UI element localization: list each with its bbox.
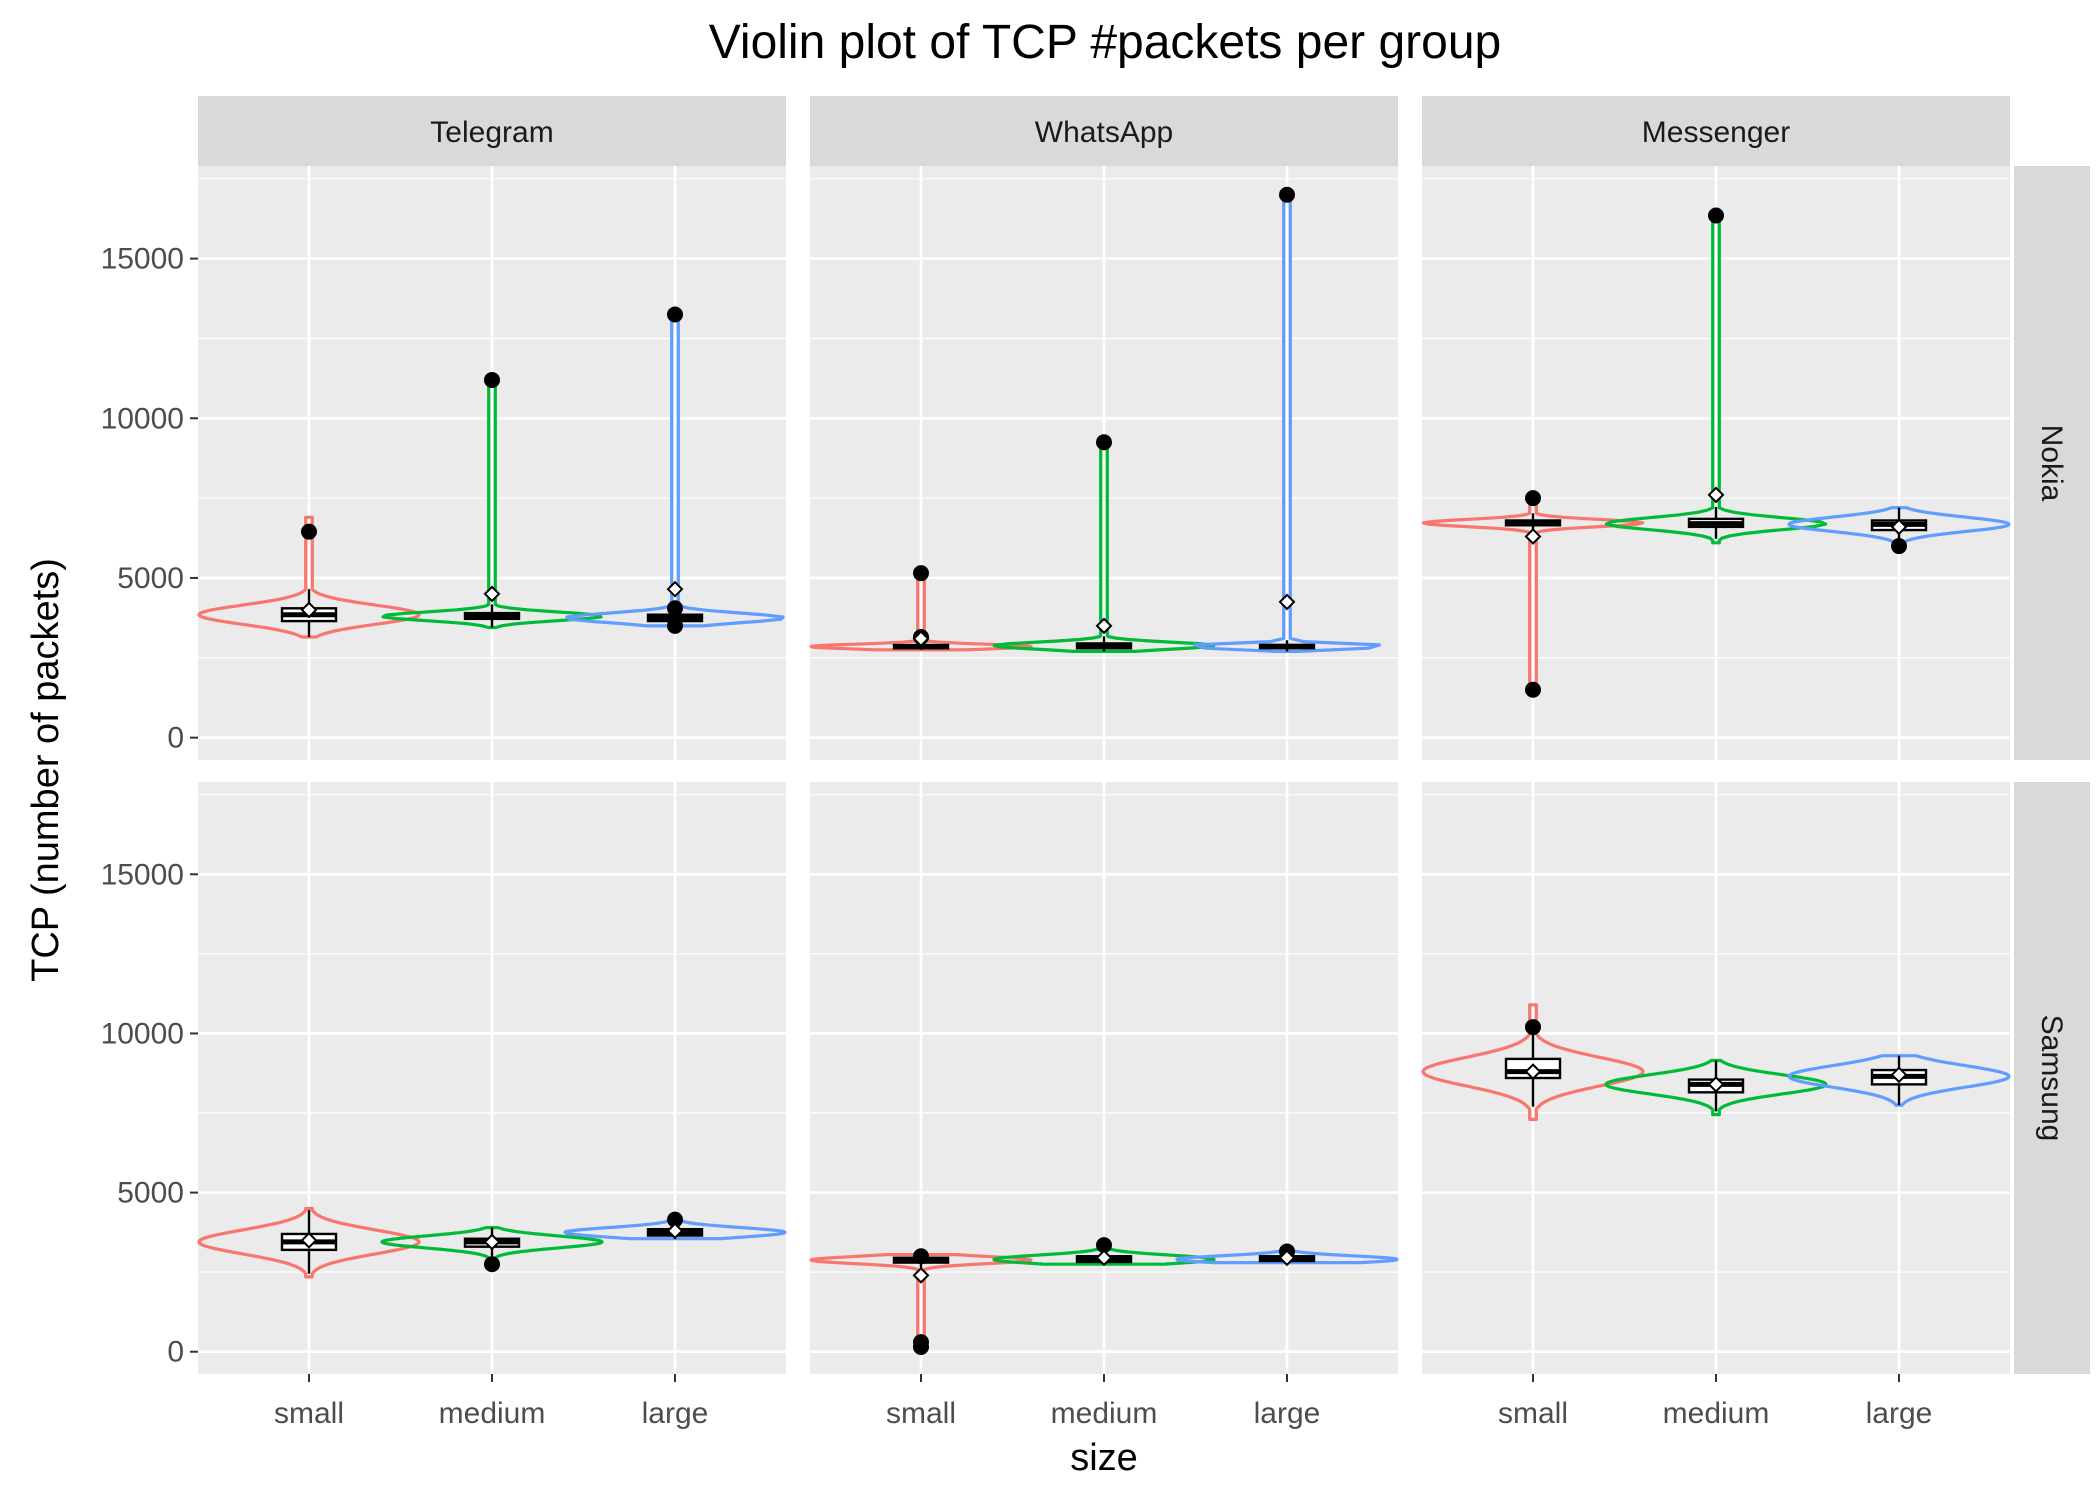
violin-medium <box>1604 1058 1828 1117</box>
outlier-point <box>913 1248 929 1265</box>
x-tick-label: small <box>274 1397 344 1430</box>
mean-marker <box>666 1222 684 1240</box>
outlier-point <box>1525 1019 1541 1036</box>
outlier-point <box>1525 681 1541 698</box>
x-tick-label: medium <box>1663 1397 1770 1430</box>
outlier-point <box>1708 207 1724 224</box>
x-axis-title: size <box>1070 1437 1138 1479</box>
x-tick-label: small <box>886 1397 956 1430</box>
chart-title: Violin plot of TCP #packets per group <box>709 16 1502 69</box>
y-tick-label: 10000 <box>101 1017 184 1050</box>
outlier-point <box>1891 538 1907 555</box>
y-tick-label: 15000 <box>101 858 184 891</box>
outlier-point <box>913 565 929 582</box>
outlier-point <box>667 1211 683 1228</box>
mean-marker <box>1524 528 1542 545</box>
violin-small <box>197 515 421 639</box>
y-tick-label: 0 <box>167 722 184 755</box>
violin-small <box>809 1253 1033 1351</box>
y-tick-label: 10000 <box>101 402 184 435</box>
mean-marker <box>300 1231 318 1249</box>
x-tick-label: large <box>642 1397 709 1430</box>
outlier-point <box>913 1338 929 1355</box>
x-tick-label: large <box>1254 1397 1321 1430</box>
outlier-point <box>1279 186 1295 203</box>
mean-marker <box>1095 617 1113 635</box>
violin-small <box>1421 1003 1645 1121</box>
plot-area: Telegram WhatsApp Messenger Nokia Samsung 0 50… <box>101 96 2090 1430</box>
facet-strip-label: Messenger <box>1642 116 1790 149</box>
mean-marker <box>1278 593 1296 611</box>
mean-marker <box>1095 1249 1113 1267</box>
facet-strip-telegram <box>198 96 786 166</box>
mean-marker <box>912 1266 930 1284</box>
violin-large <box>1175 1249 1399 1265</box>
y-tick-label: 5000 <box>117 1177 184 1210</box>
x-tick-label: medium <box>1051 1397 1158 1430</box>
x-tick-label: large <box>1866 1397 1933 1430</box>
mean-marker <box>1707 486 1725 504</box>
facet-strip-whatsapp <box>810 96 1398 166</box>
facet-strip-label: Nokia <box>2035 425 2068 502</box>
mean-marker <box>666 580 684 598</box>
mean-marker <box>483 1233 501 1251</box>
mean-marker <box>1278 1249 1296 1267</box>
outlier-point <box>1096 434 1112 451</box>
mean-marker <box>1890 518 1908 536</box>
mean-marker <box>912 630 930 648</box>
facet-strip-samsung <box>2014 782 2090 1374</box>
violin-large <box>1787 1054 2011 1107</box>
violin-small <box>197 1206 421 1279</box>
outlier-point <box>1096 1237 1112 1254</box>
y-tick-label: 0 <box>167 1336 184 1369</box>
outlier-point <box>301 523 317 540</box>
mean-marker <box>1890 1066 1908 1084</box>
outlier-point <box>484 1256 500 1273</box>
mean-marker <box>1707 1075 1725 1093</box>
x-tick-label: small <box>1498 1397 1568 1430</box>
mean-marker <box>300 601 318 619</box>
outlier-point <box>667 306 683 323</box>
x-tick-label: medium <box>439 1397 546 1430</box>
facet-strip-messenger <box>1422 96 2010 166</box>
outlier-point <box>1525 490 1541 507</box>
y-tick-label: 15000 <box>101 243 184 276</box>
violin-medium <box>380 1226 604 1268</box>
y-tick-label: 5000 <box>117 562 184 595</box>
mean-marker <box>1524 1063 1542 1081</box>
facet-strip-label: Samsung <box>2035 1015 2068 1142</box>
outlier-point <box>667 600 683 617</box>
facet-strip-label: Telegram <box>430 116 553 149</box>
outlier-point <box>484 371 500 388</box>
mean-marker <box>483 585 501 603</box>
y-axis-title: TCP (number of packets) <box>25 558 67 982</box>
facet-strip-label: WhatsApp <box>1035 116 1173 149</box>
outlier-point <box>667 617 683 634</box>
facet-strip-nokia <box>2014 166 2090 760</box>
violin-large <box>1787 506 2011 551</box>
